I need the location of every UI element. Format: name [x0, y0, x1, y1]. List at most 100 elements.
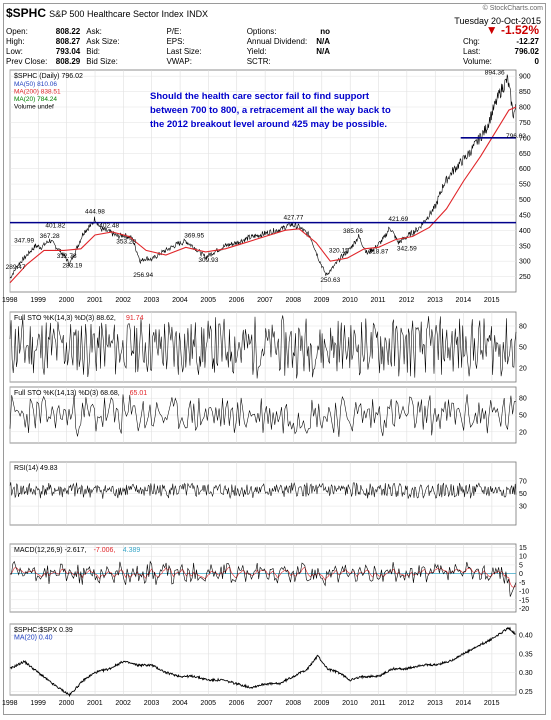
price-label: 353.28 — [116, 239, 136, 246]
price-label: 283.19 — [62, 262, 82, 269]
x-tick-label: 1998 — [2, 700, 18, 707]
oscillator-line — [9, 394, 517, 437]
price-label: 402.48 — [99, 222, 119, 229]
quote-label: Yield: — [246, 47, 267, 56]
x-tick-label: 2011 — [371, 700, 386, 707]
x-tick-label: 2009 — [314, 700, 330, 707]
quote-label: High: — [6, 37, 25, 46]
quote-label: Last: — [463, 47, 481, 56]
macd-line — [9, 560, 517, 597]
y-tick-label: 80 — [519, 324, 527, 331]
x-tick-label: 1998 — [2, 297, 18, 304]
legend-entry: MA(20) 784.24 — [14, 96, 57, 103]
chart-title: $SPHC S&P 500 Healthcare Sector Index IN… — [6, 6, 208, 20]
price-label: 289.47 — [6, 264, 26, 271]
x-tick-label: 2008 — [285, 700, 301, 707]
symbol-label: $SPHC — [6, 6, 47, 20]
quote-label: Ask Size: — [86, 37, 120, 46]
change-box: ▼ -1.52% Chg: -12.27 Last: 796.02 Volume: 0 — [463, 24, 539, 67]
quote-label: VWAP: — [166, 57, 192, 66]
y-tick-label: 250 — [519, 274, 531, 281]
x-tick-label: 2015 — [484, 297, 500, 304]
y-tick-label: 0 — [519, 571, 523, 578]
price-label: 385.06 — [343, 228, 363, 235]
y-tick-label: 0.40 — [519, 633, 533, 640]
legend-entry: Full STO %K(14,13) %D(3) 68.68, — [14, 390, 120, 397]
legend-entry: 91.74 — [126, 315, 144, 322]
oscillator-line — [9, 315, 517, 379]
x-tick-label: 2002 — [115, 700, 131, 707]
y-tick-label: 5 — [519, 562, 523, 569]
x-tick-label: 2015 — [484, 700, 500, 707]
y-tick-label: 350 — [519, 243, 531, 250]
exchange-label: INDX — [186, 9, 209, 19]
y-tick-label: 900 — [519, 74, 531, 81]
y-tick-label: 600 — [519, 166, 531, 173]
x-tick-label: 2008 — [285, 297, 301, 304]
ratio-line — [9, 626, 516, 698]
x-tick-label: 1999 — [30, 700, 46, 707]
annotation-text: Should the health care sector fail to fi… — [150, 91, 370, 102]
y-tick-label: 300 — [519, 259, 531, 266]
price-series-line — [9, 74, 516, 279]
quote-value: 0 — [534, 57, 539, 66]
x-tick-label: 1999 — [30, 297, 46, 304]
quote-label: Last Size: — [166, 47, 202, 56]
ratio-panel — [9, 623, 517, 696]
quote-label: EPS: — [166, 37, 185, 46]
legend-entry: $SPHC:$SPX 0.39 — [14, 627, 73, 634]
x-tick-label: 2009 — [314, 297, 330, 304]
quote-value: no — [320, 27, 330, 36]
y-tick-label: 750 — [519, 120, 531, 127]
index-name: S&P 500 Healthcare Sector Index — [49, 9, 184, 19]
legend-entry: RSI(14) 49.83 — [14, 465, 58, 472]
y-tick-label: -20 — [519, 606, 529, 613]
y-tick-label: 70 — [519, 478, 527, 485]
y-tick-label: 0.35 — [519, 651, 533, 658]
price-label: 369.95 — [184, 232, 204, 239]
legend-entry: $SPHC (Daily) 796.02 — [14, 73, 83, 80]
x-tick-label: 2011 — [371, 297, 386, 304]
legend-entry: MA(20) 0.40 — [14, 635, 53, 642]
x-tick-label: 2010 — [342, 700, 358, 707]
annotation-text: the 2012 breakout level around 425 may b… — [150, 119, 387, 130]
y-tick-label: -10 — [519, 589, 529, 596]
x-tick-label: 2003 — [144, 297, 160, 304]
price-label: 796.02 — [506, 133, 526, 140]
quote-label: Chg: — [463, 37, 480, 46]
oscillator-line — [9, 482, 517, 499]
y-tick-label: 700 — [519, 135, 531, 142]
quote-label: Low: — [6, 47, 23, 56]
legend-entry: MA(200) 838.51 — [14, 89, 61, 96]
price-label: 421.69 — [388, 216, 408, 223]
price-label: 342.59 — [397, 245, 417, 252]
change-percent: -1.52% — [500, 23, 539, 37]
y-tick-label: -15 — [519, 597, 529, 604]
x-tick-label: 2004 — [172, 297, 188, 304]
quote-label: Bid Size: — [86, 57, 118, 66]
quote-value: 808.22 — [55, 27, 81, 36]
quote-value: 793.04 — [55, 47, 81, 56]
price-label: 444.98 — [85, 208, 105, 215]
x-tick-label: 2006 — [229, 700, 245, 707]
quote-value: N/A — [316, 37, 330, 46]
stockcharts-credit: © StockCharts.com — [482, 5, 543, 12]
quote-value: 796.02 — [514, 47, 539, 56]
price-label: 318.87 — [369, 248, 389, 255]
y-tick-label: 10 — [519, 554, 527, 561]
price-label: 401.82 — [45, 222, 65, 229]
x-tick-label: 2010 — [342, 297, 358, 304]
legend-entry: Volume undef — [14, 104, 54, 111]
price-label: 894.36 — [485, 70, 505, 77]
y-tick-label: 30 — [519, 504, 527, 511]
x-tick-label: 2000 — [59, 297, 75, 304]
price-label: 320.15 — [329, 248, 349, 255]
y-tick-label: 650 — [519, 151, 531, 158]
quote-label: Volume: — [463, 57, 492, 66]
y-tick-label: 0.30 — [519, 670, 533, 677]
x-tick-label: 2005 — [200, 297, 216, 304]
y-tick-label: 20 — [519, 429, 527, 436]
price-label: 312.78 — [57, 253, 77, 260]
x-tick-label: 2014 — [456, 700, 472, 707]
